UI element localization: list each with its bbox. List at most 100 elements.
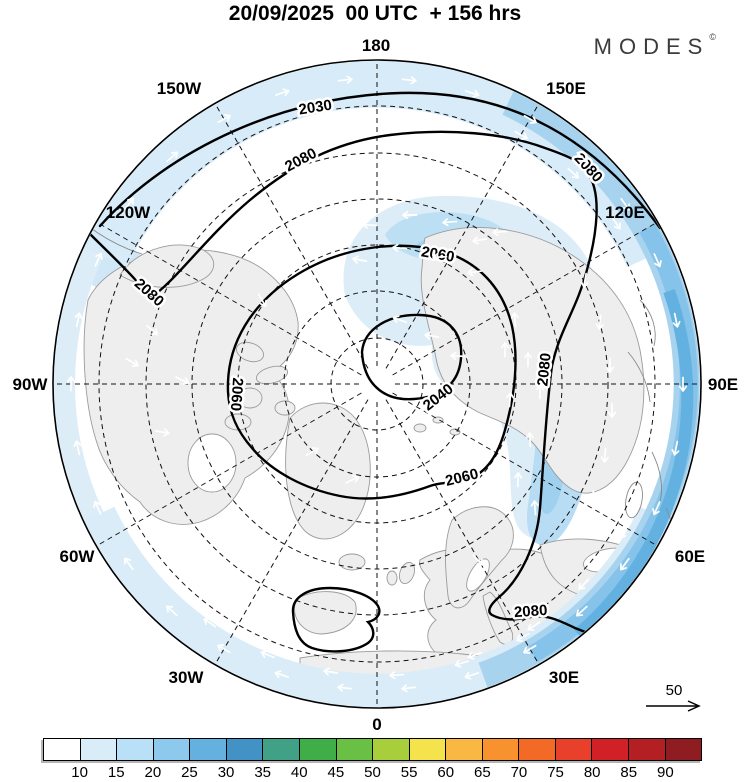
longitude-label: 60W [60,547,96,566]
wind-arrow-icon [467,268,483,277]
svalbard [413,423,427,433]
colorbar-cell [262,739,299,760]
hudson-bay [187,433,237,493]
wind-arrow-icon [578,578,590,590]
modes-logo-mark: © [709,32,716,42]
wind-arrow-icon [392,243,408,252]
longitude-label: 30E [549,668,579,687]
colorbar-tick: 25 [181,764,198,781]
colorbar-cell [664,739,702,760]
contour-label: 2080 [513,602,547,621]
wind-arrow-icon [224,515,240,524]
longitude-label: 0 [372,715,381,734]
wind-arrow-icon [523,644,537,654]
meridian-line [392,221,658,376]
longitude-label: 90E [708,375,738,394]
wind-arrows [66,75,688,693]
wind-arrow-icon [467,651,482,660]
colorbar-ticks: 10 15 20 25 30 35 40 45 50 55 60 65 70 75 80 85 90 [43,764,702,782]
wind-arrow-icon [464,671,480,680]
colorbar-cell [44,739,80,760]
arctic-island [274,400,296,416]
landmass-scandinavia [445,506,514,609]
colorbar-cell [116,739,153,760]
longitude-label: 120W [106,203,151,222]
colorbar-tick: 45 [327,764,345,781]
wind-arrow-icon [472,236,488,245]
wind-arrow-icon [500,342,510,358]
wind-arrow-icon [203,618,217,628]
longitude-label: 90W [13,375,49,394]
wind-arrow-icon [66,376,76,392]
latitude-circle [145,152,609,616]
colorbar-cell [518,739,555,760]
colorbar-tick: 15 [107,764,125,781]
wind-arrow-icon [337,75,353,84]
longitude-label: 60E [675,547,705,566]
meridian-line [214,103,369,369]
wind-arrow-icon [678,376,688,392]
longitude-labels: 180 150W 150E 120W 120E 90W 90E 60W 60E 30W 30E 0 [13,36,739,734]
novaya-zemlya [449,428,461,436]
contour-label: 2080 [534,352,554,387]
wind-arrow-icon [217,114,231,124]
wind-arrow-icon [671,440,680,456]
wind-arrow-icon [659,401,668,417]
wind-arrow-icon [492,228,508,237]
colorbar-cell [372,739,409,760]
wind-arrow-icon [536,384,545,400]
franz-josef-land [432,416,444,424]
wind-arrow-icon [642,274,651,289]
wind-arrow-icon [672,312,681,328]
wind-arrow-icon [600,447,609,463]
wind-arrow-icon [402,210,418,220]
wind-arrow-icon [653,253,662,268]
wind-arrow-icon [605,357,615,373]
colorbar-cell [335,739,373,760]
colorbar-cell [225,739,263,760]
wind-arrow-icon [506,392,515,408]
modes-logo: MODES© [594,32,716,60]
colorbar-tick: 70 [510,764,528,781]
wind-arrow-icon [525,432,534,448]
colorbar-cell [554,739,592,760]
colorbar-tick: 20 [144,764,162,781]
colorbar-tick: 40 [290,764,308,781]
colorbar-tick: 30 [217,764,235,781]
wind-arrow-icon [424,331,440,340]
wind-arrow-icon [93,500,102,515]
wind-arrow-icon [74,312,83,328]
colorbar-cell [445,739,482,760]
band-coast-asia [627,351,651,403]
vector-scale-label: 50 [666,682,683,699]
colorbar-cell [628,739,665,760]
wind-arrow-icon [567,167,579,179]
wind-arrow-icon [442,218,458,227]
wind-arrow-icon [611,216,621,230]
colorbar-tick: 65 [473,764,491,781]
wind-arrow-icon [523,114,537,124]
wind-arrow-icon [124,557,134,571]
wind-arrow-icon [294,546,310,555]
wind-arrow-icon [392,315,407,324]
wind-arrow-icon [274,670,290,679]
colorbar-tick: 75 [547,764,564,781]
wind-arrow-icon [73,440,82,456]
page-title: 20/09/2025 00 UTC + 156 hrs [228,2,522,25]
landmass-ireland [386,570,398,586]
landmass-britain [398,561,416,585]
wind-arrow-icon [166,151,179,163]
landmass-north-america [83,249,299,525]
wind-arrow-icon [217,644,231,654]
landmass-iceland [338,553,366,571]
wind-arrow-icon [652,501,661,516]
vector-scale-arrow-icon [646,700,701,712]
wind-arrow-icon [464,89,480,98]
wind-arrow-icon [146,324,159,336]
meridian-line [214,399,369,665]
rim-band-east-core [574,288,694,639]
landmass-iberia [294,591,357,635]
colorbar-tick: 60 [437,764,455,781]
wind-arrow-icon [595,314,604,330]
